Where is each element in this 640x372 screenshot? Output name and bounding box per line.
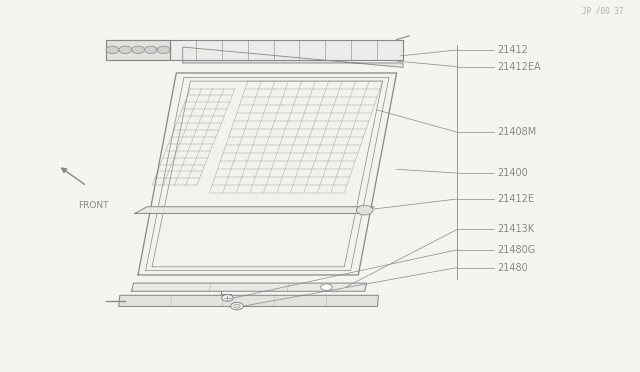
Polygon shape [182, 47, 403, 67]
Polygon shape [135, 207, 374, 214]
Text: 21400: 21400 [497, 168, 528, 178]
Polygon shape [106, 39, 170, 60]
Polygon shape [132, 283, 367, 291]
Circle shape [157, 46, 170, 54]
Polygon shape [138, 73, 397, 275]
Text: 21412EA: 21412EA [497, 62, 541, 72]
Text: 21480G: 21480G [497, 245, 536, 255]
Text: JP /00 37: JP /00 37 [582, 7, 623, 16]
Text: 21412: 21412 [497, 45, 529, 55]
Polygon shape [119, 295, 378, 307]
Circle shape [145, 46, 157, 54]
Circle shape [230, 302, 243, 310]
Circle shape [132, 46, 145, 54]
Circle shape [321, 284, 332, 291]
Circle shape [106, 46, 119, 54]
Circle shape [356, 205, 373, 215]
Text: 21480: 21480 [497, 263, 528, 273]
Text: 21412E: 21412E [497, 194, 534, 204]
Text: FRONT: FRONT [78, 201, 109, 210]
Circle shape [234, 304, 240, 308]
Text: 21413K: 21413K [497, 224, 534, 234]
Text: 21408M: 21408M [497, 127, 537, 137]
Circle shape [119, 46, 132, 54]
Circle shape [221, 295, 233, 301]
Polygon shape [170, 39, 403, 60]
